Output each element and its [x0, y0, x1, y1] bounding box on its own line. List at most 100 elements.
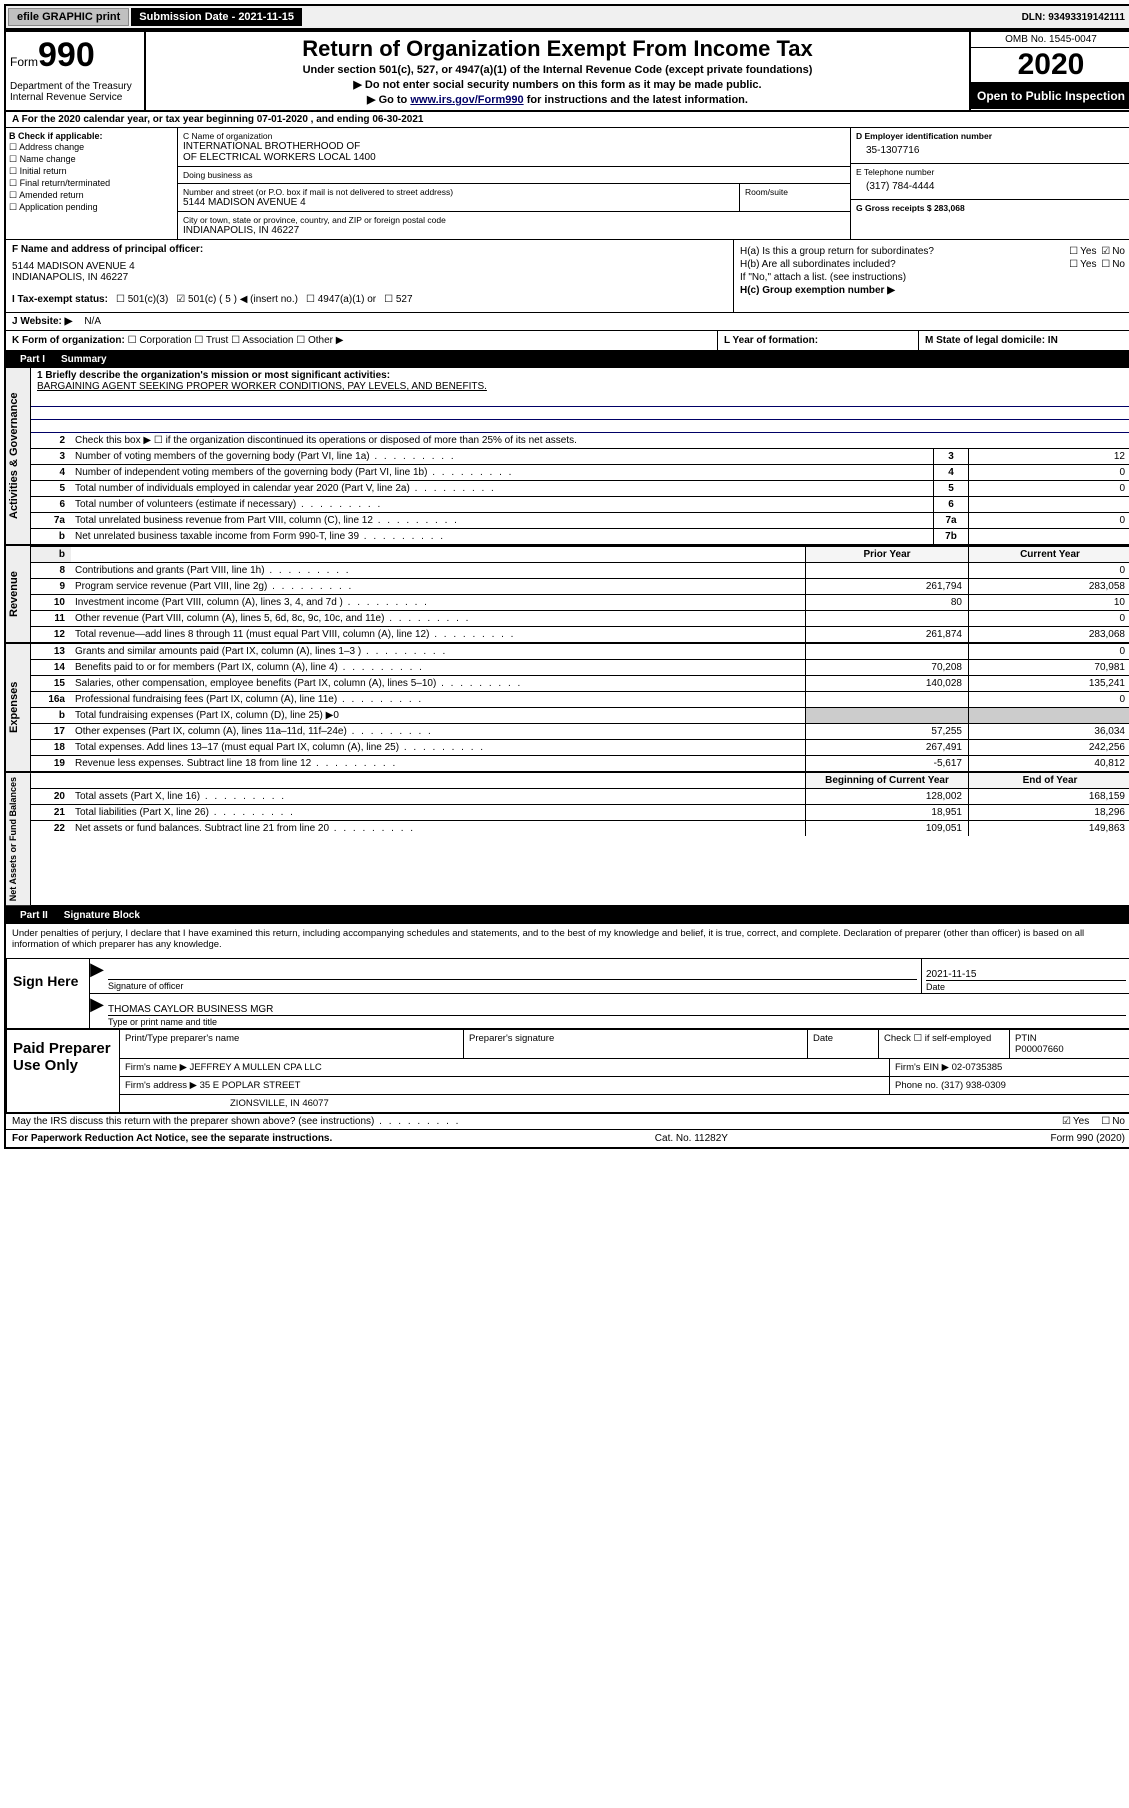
form-prefix: Form — [10, 55, 38, 69]
chk-association[interactable]: ☐ Association — [231, 335, 293, 346]
chk-address-change[interactable]: Address change — [9, 142, 174, 153]
chk-application-pending[interactable]: Application pending — [9, 202, 174, 213]
summary-line: 11Other revenue (Part VIII, column (A), … — [31, 611, 1129, 627]
summary-line: 10Investment income (Part VIII, column (… — [31, 595, 1129, 611]
governance-vlabel: Activities & Governance — [6, 368, 31, 544]
entity-right: D Employer identification number 35-1307… — [851, 128, 1129, 239]
section-h: H(a) Is this a group return for subordin… — [734, 240, 1129, 312]
officer-value: 5144 MADISON AVENUE 4 INDIANAPOLIS, IN 4… — [12, 255, 727, 283]
revenue-vlabel: Revenue — [6, 546, 31, 642]
org-name-cell: C Name of organization INTERNATIONAL BRO… — [178, 128, 850, 167]
chk-name-change[interactable]: Name change — [9, 154, 174, 165]
instructions-link[interactable]: www.irs.gov/Form990 — [410, 94, 523, 106]
officer-label: F Name and address of principal officer: — [12, 244, 727, 255]
street-value: 5144 MADISON AVENUE 4 — [183, 197, 734, 208]
hc-label: H(c) Group exemption number ▶ — [740, 285, 895, 296]
form-note-link: Go to www.irs.gov/Form990 for instructio… — [154, 93, 961, 106]
preparer-name-col: Print/Type preparer's name — [120, 1030, 464, 1058]
hb-yes[interactable] — [1067, 259, 1080, 270]
paid-preparer-label: Paid Preparer Use Only — [7, 1030, 120, 1112]
chk-4947[interactable]: ☐ 4947(a)(1) or — [306, 294, 376, 305]
summary-line: 8Contributions and grants (Part VIII, li… — [31, 563, 1129, 579]
chk-corporation[interactable]: ☐ Corporation — [128, 335, 192, 346]
section-b-title: B Check if applicable: — [9, 131, 174, 141]
preparer-sig-col: Preparer's signature — [464, 1030, 808, 1058]
firm-phone-cell: Phone no. (317) 938-0309 — [890, 1077, 1129, 1094]
form-id-block: Form990 Department of the Treasury Inter… — [6, 32, 146, 110]
form-k: K Form of organization: ☐ Corporation ☐ … — [6, 331, 709, 350]
street-label: Number and street (or P.O. box if mail i… — [183, 187, 734, 197]
officer-name-title: THOMAS CAYLOR BUSINESS MGR Type or print… — [104, 994, 1129, 1028]
summary-line: 16aProfessional fundraising fees (Part I… — [31, 692, 1129, 708]
mission-label: 1 Briefly describe the organization's mi… — [31, 368, 1129, 394]
dba-cell: Doing business as — [178, 167, 850, 184]
hb-no[interactable] — [1099, 259, 1112, 270]
suite-label: Room/suite — [745, 187, 845, 197]
summary-line: 19Revenue less expenses. Subtract line 1… — [31, 756, 1129, 771]
summary-line: 15Salaries, other compensation, employee… — [31, 676, 1129, 692]
sig-arrow-icon: ▶ — [90, 959, 104, 993]
discuss-text: May the IRS discuss this return with the… — [12, 1116, 1060, 1127]
note2-suffix: for instructions and the latest informat… — [524, 94, 748, 106]
discuss-no[interactable] — [1099, 1116, 1112, 1127]
submission-date-label: Submission Date - 2021-11-15 — [131, 8, 302, 26]
self-employed-check[interactable]: Check ☐ if self-employed — [879, 1030, 1010, 1058]
gross-receipts-cell: G Gross receipts $ 283,068 — [851, 200, 1129, 216]
chk-527[interactable]: ☐ 527 — [384, 294, 412, 305]
efile-print-button[interactable]: efile GRAPHIC print — [8, 8, 129, 26]
summary-line: 4Number of independent voting members of… — [31, 465, 1129, 481]
section-b-checkboxes: B Check if applicable: Address change Na… — [6, 128, 178, 239]
open-to-public: Open to Public Inspection — [971, 83, 1129, 109]
chk-trust[interactable]: ☐ Trust — [194, 335, 228, 346]
chk-501c[interactable]: ☑ 501(c) ( 5 ) ◀ (insert no.) — [176, 294, 298, 305]
summary-line: 7aTotal unrelated business revenue from … — [31, 513, 1129, 529]
sig-arrow-icon-2: ▶ — [90, 994, 104, 1028]
firm-ein-cell: Firm's EIN ▶ 02-0735385 — [890, 1059, 1129, 1076]
org-name-value: INTERNATIONAL BROTHERHOOD OF OF ELECTRIC… — [183, 141, 845, 163]
preparer-date-col: Date — [808, 1030, 879, 1058]
summary-line: 18Total expenses. Add lines 13–17 (must … — [31, 740, 1129, 756]
firm-address-cell: Firm's address ▶ 35 E POPLAR STREET — [120, 1077, 890, 1094]
note2-prefix: Go to — [379, 94, 411, 106]
begin-year-head: Beginning of Current Year — [805, 773, 968, 788]
gross-receipts-label: G Gross receipts $ 283,068 — [856, 203, 1126, 213]
tax-status-label: I Tax-exempt status: — [12, 294, 108, 305]
header-center: Return of Organization Exempt From Incom… — [146, 32, 971, 110]
suite-cell: Room/suite — [740, 184, 850, 211]
summary-line: 22Net assets or fund balances. Subtract … — [31, 821, 1129, 836]
ha-yes[interactable] — [1067, 246, 1080, 257]
dln-label: DLN: 93493319142111 — [1016, 12, 1129, 23]
hb-label: H(b) Are all subordinates included? — [740, 259, 896, 270]
topbar: efile GRAPHIC print Submission Date - 20… — [4, 4, 1129, 30]
chk-amended-return[interactable]: Amended return — [9, 190, 174, 201]
form-m: M State of legal domicile: IN — [918, 331, 1129, 350]
form-subtitle: Under section 501(c), 527, or 4947(a)(1)… — [154, 64, 961, 76]
hb-note: If "No," attach a list. (see instruction… — [740, 272, 906, 283]
chk-other[interactable]: ☐ Other ▶ — [296, 335, 343, 346]
chk-final-return[interactable]: Final return/terminated — [9, 178, 174, 189]
firm-name-cell: Firm's name ▶ JEFFREY A MULLEN CPA LLC — [120, 1059, 890, 1076]
summary-line: 3Number of voting members of the governi… — [31, 449, 1129, 465]
ha-label: H(a) Is this a group return for subordin… — [740, 246, 934, 257]
summary-line: 9Program service revenue (Part VIII, lin… — [31, 579, 1129, 595]
summary-line: 6Total number of volunteers (estimate if… — [31, 497, 1129, 513]
form-header: Form990 Department of the Treasury Inter… — [6, 32, 1129, 112]
netassets-block: Net Assets or Fund Balances Beginning of… — [6, 773, 1129, 907]
summary-line: 12Total revenue—add lines 8 through 11 (… — [31, 627, 1129, 642]
summary-line: 14Benefits paid to or for members (Part … — [31, 660, 1129, 676]
expenses-block: Expenses 13Grants and similar amounts pa… — [6, 644, 1129, 773]
ha-no[interactable] — [1099, 246, 1112, 257]
chk-initial-return[interactable]: Initial return — [9, 166, 174, 177]
signature-date: 2021-11-15 Date — [922, 959, 1129, 993]
principal-officer-cell: F Name and address of principal officer:… — [6, 240, 734, 312]
signature-of-officer[interactable]: Signature of officer — [104, 959, 922, 993]
chk-501c3[interactable]: ☐ 501(c)(3) — [116, 294, 168, 305]
part1-title: Summary — [61, 354, 107, 365]
sign-here-label: Sign Here — [7, 959, 90, 1028]
form-note-ssn: Do not enter social security numbers on … — [154, 78, 961, 91]
revenue-block: Revenue b Prior Year Current Year 8Contr… — [6, 546, 1129, 644]
city-label: City or town, state or province, country… — [183, 215, 845, 225]
part1-tab: Part I — [12, 353, 53, 366]
discuss-yes[interactable] — [1060, 1116, 1073, 1127]
part2-title: Signature Block — [64, 910, 140, 921]
